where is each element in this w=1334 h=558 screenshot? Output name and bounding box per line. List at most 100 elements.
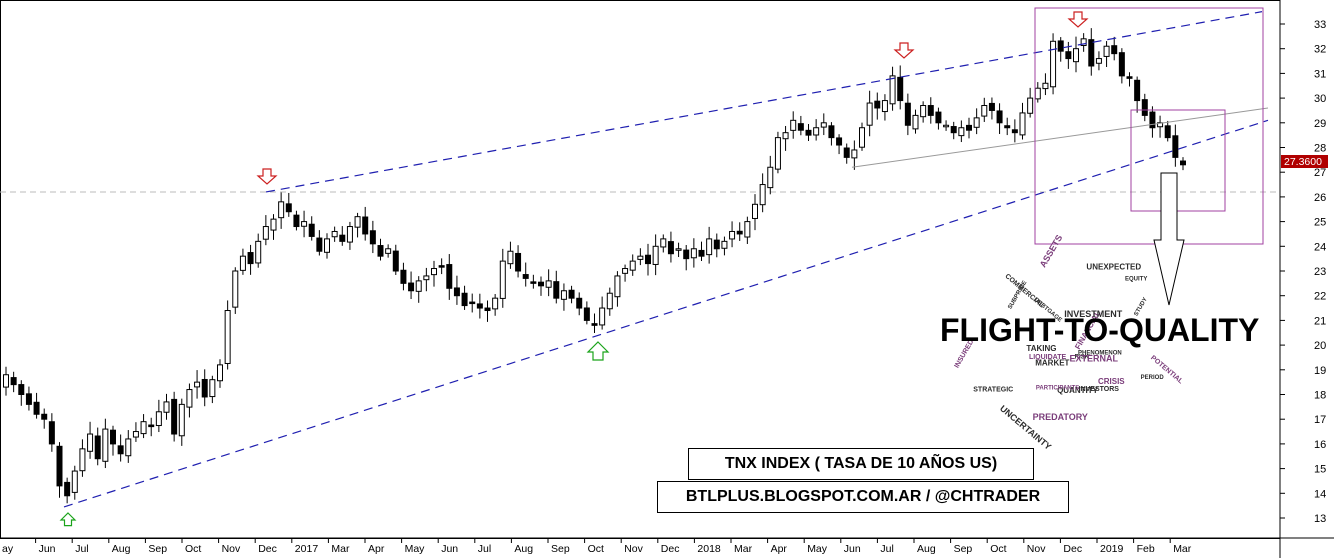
candle-body	[461, 292, 468, 307]
candle-body	[966, 124, 972, 131]
candle-body	[912, 114, 919, 130]
x-tick-label: Nov	[222, 543, 241, 555]
y-tick-label: 23	[1314, 266, 1326, 278]
candle-body	[369, 230, 376, 245]
candle-body	[132, 431, 139, 438]
candle-body	[904, 102, 911, 126]
candle-body	[346, 226, 353, 243]
candle-body	[927, 105, 934, 116]
last-price-badge-group: 27.3600	[1281, 155, 1328, 168]
candle-body	[706, 238, 713, 256]
word-cloud-word: EQUITY	[1125, 277, 1147, 283]
candle-body	[301, 221, 308, 227]
candle-body	[622, 268, 629, 274]
candle-body	[591, 323, 598, 326]
candle-body	[614, 275, 621, 298]
candle-body	[889, 75, 896, 105]
candle-body	[492, 297, 499, 310]
big-down-arrow-icon	[1153, 172, 1185, 306]
candle-body	[576, 297, 583, 309]
x-tick-label: Sep	[148, 543, 167, 555]
x-tick-label: Apr	[771, 543, 788, 555]
x-tick-label: Mar	[1173, 543, 1192, 555]
x-tick-label: ay	[2, 543, 14, 555]
candle-body	[56, 445, 63, 487]
x-tick-label: May	[807, 543, 828, 555]
candle-body	[981, 105, 988, 117]
candle-body	[744, 221, 751, 238]
candle-body	[331, 230, 338, 238]
candles-layer	[3, 28, 1186, 504]
x-tick-label: Sep	[954, 543, 973, 555]
overlay-layer	[59, 7, 1269, 527]
candle-body	[996, 110, 1003, 124]
red-down-arrow-icon	[1067, 11, 1089, 28]
candle-body	[194, 381, 201, 388]
candle-body	[178, 403, 185, 437]
y-tick-label: 13	[1314, 513, 1326, 525]
candle-body	[79, 448, 86, 472]
candle-body	[752, 203, 758, 219]
candle-body	[293, 214, 300, 228]
candle-body	[255, 240, 262, 264]
candle-body	[285, 203, 292, 213]
candle-body	[278, 201, 285, 219]
y-tick-label: 18	[1314, 390, 1326, 402]
candle-body	[583, 307, 590, 321]
candle-body	[1149, 111, 1156, 129]
y-tick-label: 32	[1314, 44, 1326, 56]
x-tick-label: Aug	[112, 543, 131, 555]
candle-body	[1118, 52, 1125, 77]
candle-body	[652, 245, 659, 265]
candle-body	[308, 223, 315, 237]
x-tick-label: Mar	[734, 543, 753, 555]
flight-to-quality-title: FLIGHT-TO-QUALITY	[940, 312, 1259, 348]
x-tick-label: Dec	[661, 543, 680, 555]
word-cloud-word: QUANTITY	[1057, 386, 1099, 395]
candle-body	[41, 413, 48, 420]
candle-body	[453, 287, 460, 297]
candle-body	[836, 137, 843, 146]
candle-body	[117, 445, 124, 455]
word-cloud-word: PERIOD	[1141, 375, 1165, 381]
red-down-arrow-icon	[256, 168, 278, 185]
candle-body	[171, 398, 178, 435]
candle-body	[110, 429, 116, 445]
candle-body	[813, 127, 820, 136]
word-cloud-word: CRISIS	[1098, 377, 1125, 386]
candle-body	[385, 248, 392, 254]
x-tick-label: Jul	[75, 543, 88, 555]
word-cloud-word: UNEXPECTED	[1086, 263, 1141, 272]
neckline	[851, 107, 1269, 168]
candle-body	[1111, 45, 1118, 55]
candle-body	[866, 102, 873, 126]
candle-body	[843, 147, 850, 158]
candle-body	[163, 401, 170, 413]
candle-body	[736, 230, 743, 235]
candle-body	[48, 421, 55, 445]
word-cloud-word: PHENOMENON	[1078, 351, 1122, 357]
candle-body	[1057, 40, 1064, 52]
y-tick-label: 30	[1314, 93, 1326, 105]
candle-body	[530, 281, 537, 284]
candle-body	[377, 245, 384, 257]
x-tick-label: Oct	[990, 543, 1006, 555]
candle-body	[545, 280, 552, 288]
y-tick-label: 33	[1314, 19, 1326, 31]
highlight-box-large	[1034, 7, 1264, 245]
candle-body	[1088, 39, 1095, 67]
x-axis: ay Jun Jul Aug Sep Oct Nov Dec 2017 Mar Apr May Jun J…	[0, 537, 1334, 555]
candle-body	[935, 111, 942, 124]
x-tick-label: Dec	[258, 543, 277, 555]
candle-body	[1103, 45, 1110, 57]
candle-body	[3, 374, 9, 388]
candle-body	[790, 119, 797, 131]
y-tick-label: 24	[1314, 241, 1326, 253]
x-tick-label: Apr	[368, 543, 385, 555]
candle-body	[637, 255, 644, 260]
candle-body	[881, 100, 888, 113]
candle-body	[599, 307, 606, 326]
candle-body	[767, 166, 774, 189]
candle-body	[820, 122, 827, 128]
x-tick-label: Mar	[331, 543, 350, 555]
